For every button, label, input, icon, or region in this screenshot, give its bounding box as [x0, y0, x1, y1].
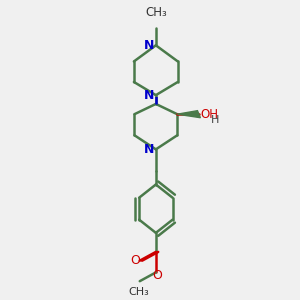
Text: H: H [211, 115, 219, 125]
Text: O: O [130, 254, 140, 267]
Text: CH₃: CH₃ [128, 287, 149, 297]
Text: N: N [144, 88, 154, 102]
Text: CH₃: CH₃ [145, 6, 167, 19]
Text: N: N [144, 143, 154, 156]
Polygon shape [177, 111, 200, 118]
Text: O: O [152, 269, 162, 282]
Text: N: N [144, 39, 154, 52]
Text: OH: OH [200, 108, 218, 121]
